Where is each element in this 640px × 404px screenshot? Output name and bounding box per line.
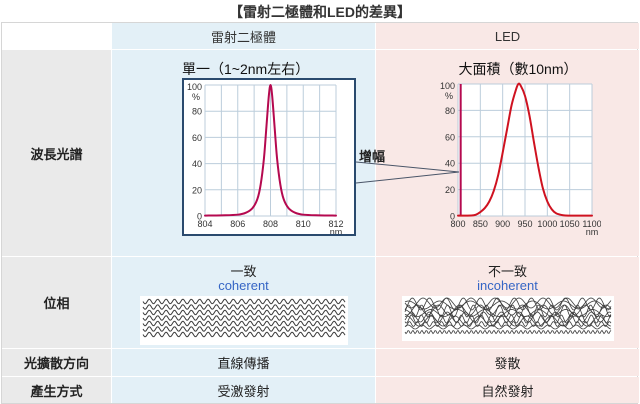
svg-text:1100: 1100 (582, 219, 601, 229)
laser-generation-cell: 受激發射 (112, 377, 375, 403)
led-spectrum-cell: 大面積（數10nm） 0 20 40 60 80 100% 800 850 900 950 1000… (376, 50, 639, 256)
svg-text:60: 60 (192, 133, 202, 143)
laser-spectrum-cell: 單一（1~2nm左右） 0 20 40 60 80 100% 804 806 808 810 812… (112, 50, 375, 256)
laser-chart-title: 單一（1~2nm左右） (182, 61, 310, 77)
header-led-label: LED (494, 28, 521, 44)
svg-text:80: 80 (192, 107, 202, 117)
svg-text:60: 60 (445, 132, 455, 142)
led-generation-text: 自然發射 (481, 383, 534, 399)
led-chart-title: 大面積（數10nm） (458, 61, 578, 77)
led-phase-cell: 不一致 incoherent (376, 257, 639, 348)
svg-text:812: 812 (328, 219, 343, 229)
svg-text:806: 806 (230, 219, 245, 229)
svg-text:1000: 1000 (537, 219, 557, 229)
svg-text:900: 900 (495, 219, 510, 229)
svg-text:%: % (192, 92, 200, 102)
laser-direction-text: 直線傳播 (217, 356, 270, 371)
header-led: LED (376, 23, 639, 49)
row-label-generation: 產生方式 (2, 377, 111, 403)
svg-text:20: 20 (445, 185, 455, 195)
laser-generation-text: 受激發射 (217, 383, 270, 399)
svg-text:nm: nm (586, 227, 599, 235)
coherent-wave-pattern (139, 296, 348, 340)
svg-text:nm: nm (330, 227, 343, 234)
led-phase-text-en: incoherent (477, 278, 538, 293)
svg-text:0: 0 (450, 212, 455, 222)
row-label-direction: 光擴散方向 (2, 349, 111, 376)
header-corner-cell (2, 23, 111, 49)
led-direction-text: 發散 (494, 356, 521, 371)
svg-text:808: 808 (263, 219, 278, 229)
svg-text:20: 20 (192, 185, 202, 195)
svg-text:800: 800 (450, 219, 465, 229)
page-title: 【雷射二極體和LED的差異】 (229, 4, 411, 20)
svg-text:810: 810 (296, 219, 311, 229)
amplify-label: 增幅 (359, 149, 386, 164)
svg-text:%: % (445, 91, 453, 101)
led-generation-cell: 自然發射 (376, 377, 639, 403)
svg-text:40: 40 (192, 159, 202, 169)
row-label-phase: 位相 (2, 257, 111, 348)
svg-text:804: 804 (197, 219, 212, 229)
laser-direction-cell: 直線傳播 (112, 349, 375, 376)
incoherent-wave-pattern (401, 296, 614, 336)
svg-text:0: 0 (197, 212, 202, 222)
svg-text:950: 950 (517, 219, 532, 229)
comparison-table: 雷射二極體 LED 波長光譜 單一（1~2nm左右） 0 20 40 60 80 100%… (1, 22, 639, 404)
row-label-phase-text: 位相 (43, 296, 70, 311)
header-laser: 雷射二極體 (112, 23, 375, 49)
svg-text:100: 100 (440, 81, 455, 91)
led-direction-cell: 發散 (376, 349, 639, 376)
row-label-generation-text: 產生方式 (30, 383, 83, 399)
svg-text:1050: 1050 (560, 219, 580, 229)
svg-text:40: 40 (445, 159, 455, 169)
svg-text:850: 850 (473, 219, 488, 229)
coherent-wave-box (139, 296, 348, 345)
row-label-direction-text: 光擴散方向 (23, 356, 89, 371)
incoherent-wave-box (401, 296, 614, 341)
laser-spectrum-chart-box: 0 20 40 60 80 100% 804 806 808 810 812 nm (182, 78, 356, 236)
laser-phase-text-en: coherent (218, 278, 269, 293)
laser-phase-text: 一致 (230, 264, 257, 279)
svg-text:100: 100 (187, 82, 202, 92)
row-label-spectrum-text: 波長光譜 (30, 146, 83, 162)
laser-phase-cell: 一致 coherent (112, 257, 375, 348)
row-label-spectrum: 波長光譜 (2, 50, 111, 256)
svg-text:80: 80 (445, 106, 455, 116)
led-phase-text: 不一致 (487, 264, 527, 279)
header-laser-label: 雷射二極體 (210, 29, 276, 45)
